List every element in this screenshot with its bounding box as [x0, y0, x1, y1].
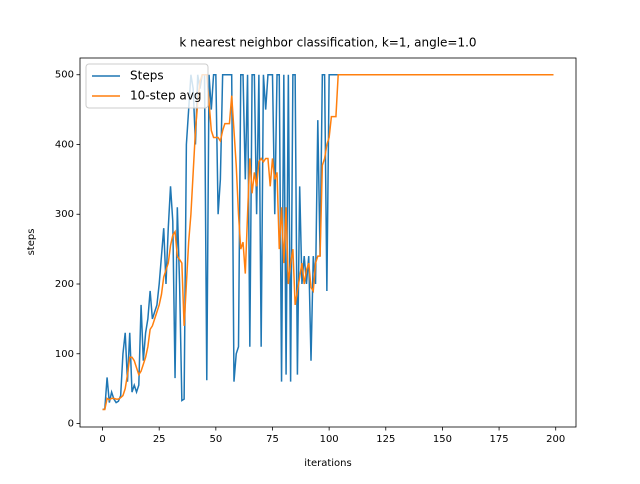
x-axis-label: iterations — [304, 458, 351, 469]
y-tick-label: 300 — [55, 209, 74, 220]
plot-frame — [79, 57, 577, 428]
x-tick-label: 25 — [153, 434, 166, 445]
legend-box — [85, 63, 209, 109]
y-tick-label: 100 — [55, 349, 74, 360]
y-tick-label: 0 — [68, 419, 74, 430]
x-tick-label: 100 — [320, 434, 339, 445]
x-tick-label: 150 — [433, 434, 452, 445]
series-line — [102, 73, 554, 411]
y-axis-label: steps — [26, 229, 37, 256]
legend-label: 10-step avg — [130, 89, 201, 103]
x-tick-label: 50 — [209, 434, 222, 445]
x-tick-label: 75 — [266, 434, 279, 445]
x-tick-label: 200 — [546, 434, 565, 445]
y-tick-label: 500 — [55, 70, 74, 81]
x-tick-label: 175 — [490, 434, 509, 445]
x-tick-label: 0 — [99, 434, 105, 445]
x-tick-label: 125 — [376, 434, 395, 445]
y-tick-label: 200 — [55, 279, 74, 290]
y-tick-label: 400 — [55, 139, 74, 150]
legend-label: Steps — [130, 69, 164, 83]
chart-title: k nearest neighbor classification, k=1, … — [179, 36, 476, 50]
